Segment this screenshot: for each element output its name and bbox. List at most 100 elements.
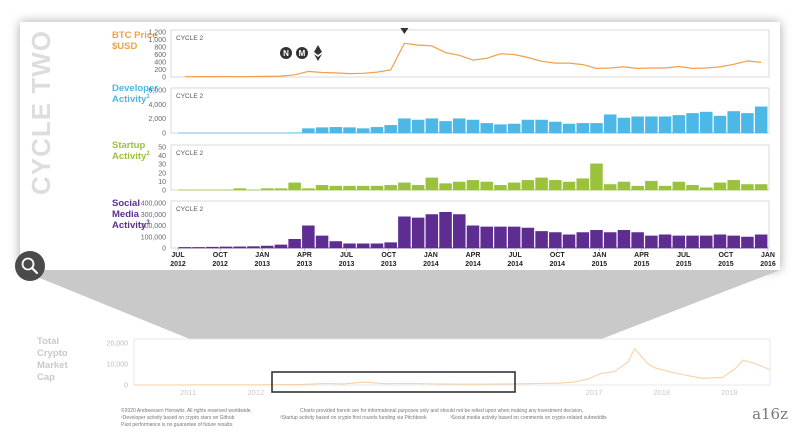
zoom-icon-lens: [21, 257, 35, 271]
bar-3-0: [178, 247, 192, 248]
bar-2-31: [603, 184, 617, 190]
bar-2-42: [754, 184, 768, 190]
y-tick-0-2: 800: [154, 45, 166, 52]
bar-3-24: [507, 226, 521, 249]
bar-2-35: [658, 185, 672, 190]
nano-icon-bg: [280, 47, 292, 59]
bar-3-14: [370, 243, 384, 248]
x-tick-year-5: 2013: [381, 261, 397, 268]
chart-label-0-1: $USD: [112, 41, 137, 52]
section-title: CYCLE TWO: [26, 30, 56, 195]
bar-2-14: [370, 185, 384, 190]
y-tick-2-3: 20: [158, 170, 166, 177]
bar-1-38: [700, 111, 713, 133]
cycle-tag-0: CYCLE 2: [176, 35, 203, 42]
bar-3-1: [192, 247, 205, 248]
bar-2-23: [494, 185, 507, 190]
bar-2-13: [356, 185, 370, 190]
bar-2-18: [425, 177, 439, 190]
bar-1-29: [576, 123, 590, 133]
y-tick-3-1: 300,000: [141, 212, 166, 219]
bar-2-9: [302, 188, 315, 190]
x-tick-year-4: 2013: [339, 261, 355, 268]
cycle-tag-2: CYCLE 2: [176, 150, 203, 157]
peak-marker: [400, 28, 409, 34]
bar-1-33: [631, 116, 644, 133]
magnifier-icon: [15, 251, 45, 281]
chart-label-0-0: BTC Price: [112, 30, 157, 41]
y-tick-2-1: 40: [158, 153, 166, 160]
bar-3-26: [535, 231, 548, 249]
overview-y-tick-0: 20,000: [107, 341, 129, 348]
bar-1-30: [590, 123, 603, 133]
bar-1-17: [411, 119, 425, 133]
bar-3-7: [274, 244, 288, 249]
y-tick-1-0: 6,000: [148, 88, 166, 95]
bar-3-6: [260, 245, 274, 248]
bar-3-10: [315, 235, 329, 249]
overview-x-tick-4: 2019: [721, 388, 738, 397]
bar-3-4: [233, 246, 246, 248]
bar-1-21: [466, 119, 480, 133]
x-tick-month-12: JUL: [677, 252, 691, 259]
bar-1-36: [672, 115, 686, 133]
bar-3-27: [549, 232, 562, 248]
x-tick-year-3: 2013: [297, 261, 313, 268]
y-tick-3-4: 0: [162, 246, 166, 253]
bar-3-41: [741, 236, 754, 248]
y-tick-2-2: 30: [158, 162, 166, 169]
bar-3-19: [439, 212, 452, 248]
ethereum-icon-top: [314, 45, 322, 55]
bar-3-16: [398, 216, 411, 248]
bar-1-27: [549, 121, 562, 133]
bar-1-32: [617, 117, 631, 133]
bar-1-41: [741, 113, 754, 133]
bar-2-10: [315, 185, 329, 190]
bar-2-36: [672, 181, 686, 190]
bar-2-38: [700, 187, 713, 190]
bar-3-37: [686, 235, 699, 249]
bar-1-42: [754, 106, 768, 133]
bar-1-10: [315, 127, 329, 133]
chart-label-3-0: Social: [112, 198, 140, 209]
bar-2-16: [398, 182, 411, 190]
bar-2-34: [645, 180, 658, 190]
zoom-icon-bg: [15, 251, 45, 281]
x-tick-month-4: JUL: [340, 252, 354, 259]
bar-3-9: [302, 225, 315, 248]
x-tick-month-3: APR: [297, 252, 312, 259]
bar-1-9: [302, 128, 315, 133]
bar-2-26: [535, 177, 548, 190]
bar-3-35: [658, 234, 672, 248]
chart-label-3-1: Media: [112, 209, 140, 220]
bar-3-31: [603, 232, 617, 248]
bar-3-30: [590, 230, 603, 248]
overview-y-tick-1: 10,000: [107, 362, 129, 369]
bar-2-21: [466, 180, 480, 190]
bar-3-38: [700, 235, 713, 249]
overview-x-tick-1: 2012: [247, 388, 264, 397]
y-tick-1-3: 0: [162, 131, 166, 138]
x-tick-month-6: JAN: [424, 252, 438, 259]
zoom-icon-handle: [30, 266, 39, 275]
bar-3-5: [247, 246, 260, 248]
bar-2-11: [329, 185, 343, 190]
monero-icon-bg: [296, 47, 308, 59]
bar-2-40: [727, 180, 740, 190]
monero-icon: M: [296, 47, 308, 59]
bar-3-20: [453, 214, 466, 248]
bar-3-12: [343, 243, 356, 248]
x-tick-year-13: 2015: [718, 261, 734, 268]
bar-2-28: [562, 181, 576, 190]
bar-2-27: [549, 180, 562, 190]
bar-2-8: [288, 182, 301, 190]
bar-2-32: [617, 181, 631, 190]
x-tick-month-5: OCT: [381, 252, 397, 259]
bar-2-39: [713, 182, 727, 190]
ethereum-icon: [314, 45, 322, 61]
bar-3-11: [329, 241, 343, 248]
bar-2-20: [453, 181, 466, 190]
overview-x-tick-0: 2011: [180, 388, 196, 397]
footer-note-2: ²Startup activity based on crypto first …: [280, 415, 427, 421]
x-tick-year-14: 2016: [760, 261, 776, 268]
